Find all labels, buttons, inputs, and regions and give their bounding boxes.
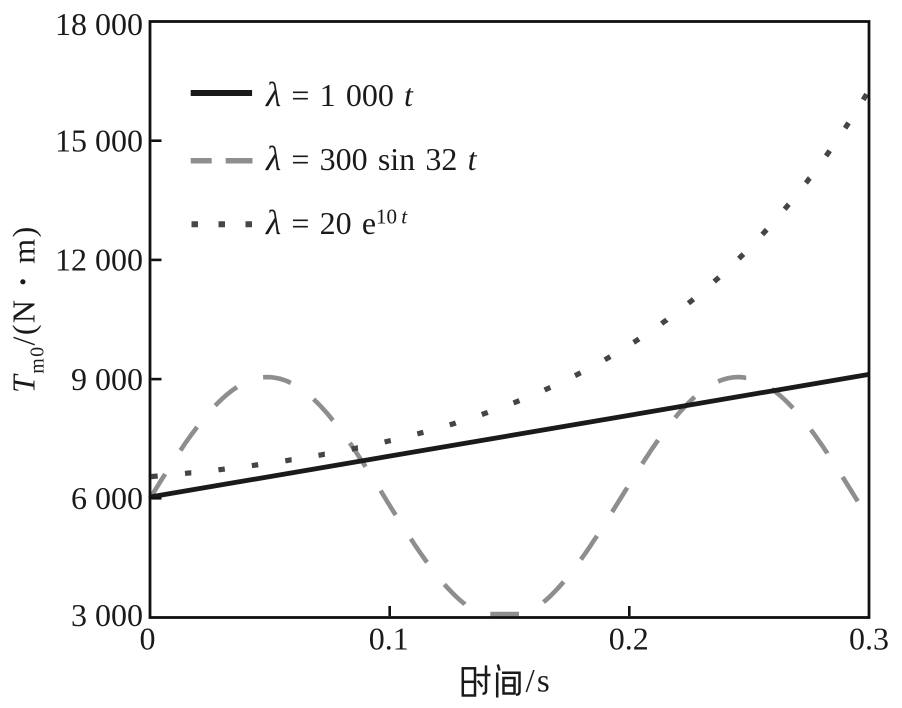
svg-text:12 000: 12 000 [55,242,143,278]
svg-text:0: 0 [140,621,156,657]
svg-text:3 000: 3 000 [71,597,143,633]
svg-text:6 000: 6 000 [71,480,143,516]
svg-text:15 000: 15 000 [55,123,143,159]
svg-text:9 000: 9 000 [71,361,143,397]
svg-text:Tm0/(N · m): Tm0/(N · m) [0,225,49,393]
svg-text:λ = 300 sin 32 t: λ = 300 sin 32 t [265,139,478,178]
svg-text:18 000: 18 000 [55,6,143,42]
svg-text:/s: /s [526,664,552,700]
svg-text:0.1: 0.1 [369,621,409,657]
svg-text:0.3: 0.3 [849,621,889,657]
svg-text:λ = 1 000 t: λ = 1 000 t [265,75,414,114]
svg-text:0.2: 0.2 [609,621,649,657]
